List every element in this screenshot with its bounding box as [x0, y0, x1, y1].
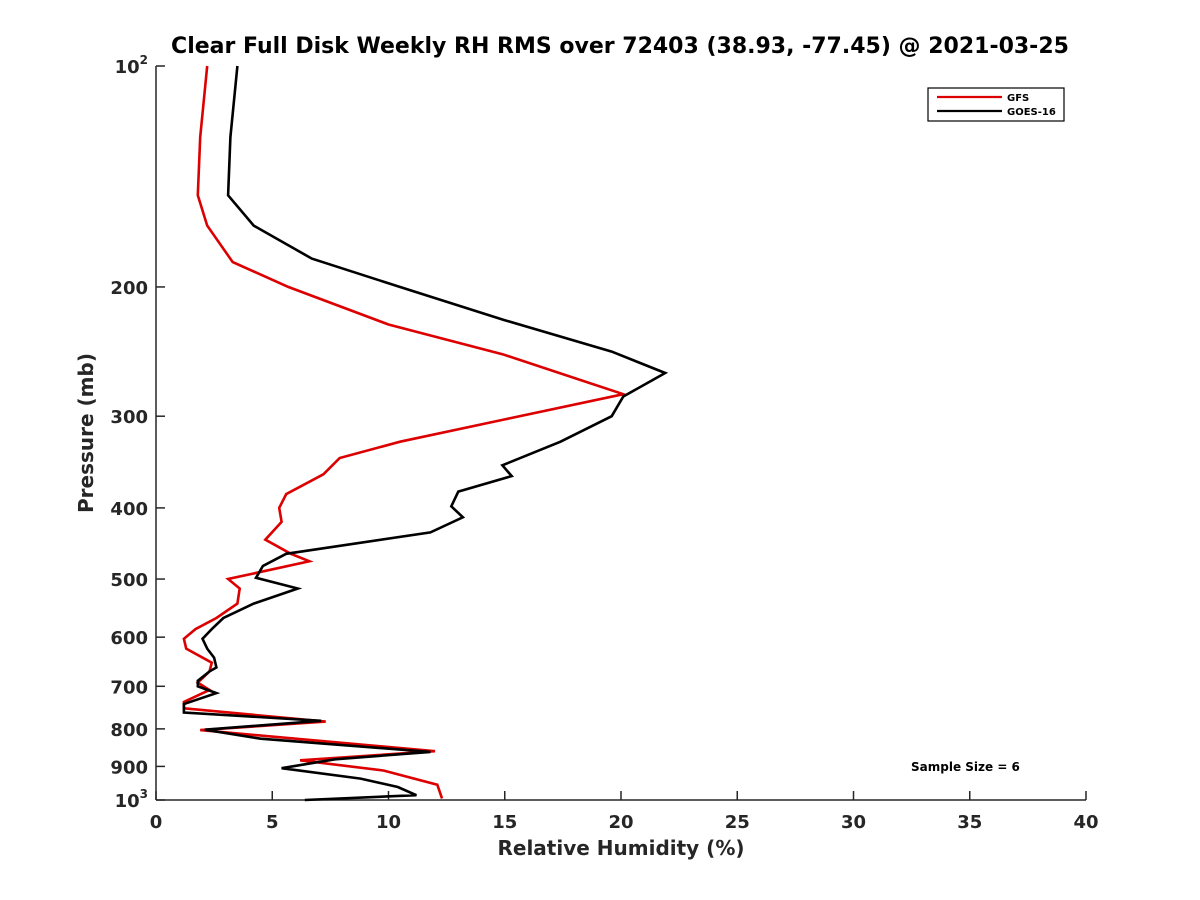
x-axis-label: Relative Humidity (%) — [497, 836, 744, 860]
x-tick-label: 35 — [957, 812, 982, 833]
y-tick-exponent: 2 — [140, 53, 148, 67]
sample-size-annotation: Sample Size = 6 — [911, 760, 1020, 774]
y-tick-base: 200 — [110, 278, 148, 299]
y-tick-label: 102 — [115, 53, 148, 78]
y-tick-base: 800 — [110, 720, 148, 741]
x-tick-label: 25 — [725, 812, 750, 833]
axes: 0 5 10 15 20 25 30 35 40102200300400500600700800… — [110, 53, 1098, 833]
y-tick-base: 700 — [110, 677, 148, 698]
legend: GFS GOES-16 — [927, 87, 1065, 122]
series-layer — [182, 65, 669, 802]
y-tick-label: 800 — [110, 720, 148, 741]
y-tick-label: 900 — [110, 757, 148, 778]
y-tick-label: 400 — [110, 499, 148, 520]
y-tick-base: 900 — [110, 757, 148, 778]
y-tick-label: 600 — [110, 628, 148, 649]
y-tick-exponent: 3 — [140, 787, 148, 801]
legend-label: GFS — [1007, 93, 1029, 104]
y-tick-label: 103 — [115, 787, 148, 812]
y-tick-base: 300 — [110, 407, 148, 428]
y-tick-base: 10 — [115, 791, 140, 812]
legend-label: GOES-16 — [1007, 107, 1056, 118]
legend-box — [927, 87, 1065, 122]
x-tick-label: 15 — [492, 812, 517, 833]
x-tick-label: 40 — [1073, 812, 1098, 833]
x-tick-label: 10 — [376, 812, 401, 833]
y-tick-label: 200 — [110, 278, 148, 299]
x-tick-label: 20 — [608, 812, 633, 833]
y-tick-base: 10 — [115, 57, 140, 78]
series-line-goes-16 — [182, 65, 669, 802]
x-tick-label: 30 — [841, 812, 866, 833]
x-tick-label: 0 — [150, 812, 163, 833]
y-tick-base: 500 — [110, 570, 148, 591]
y-tick-label: 700 — [110, 677, 148, 698]
y-tick-base: 400 — [110, 499, 148, 520]
y-tick-base: 600 — [110, 628, 148, 649]
y-tick-label: 500 — [110, 570, 148, 591]
series-line-gfs — [182, 65, 629, 799]
chart-title: Clear Full Disk Weekly RH RMS over 72403… — [171, 34, 1069, 59]
x-tick-label: 5 — [266, 812, 279, 833]
y-tick-label: 300 — [110, 407, 148, 428]
y-axis-label: Pressure (mb) — [74, 353, 98, 513]
